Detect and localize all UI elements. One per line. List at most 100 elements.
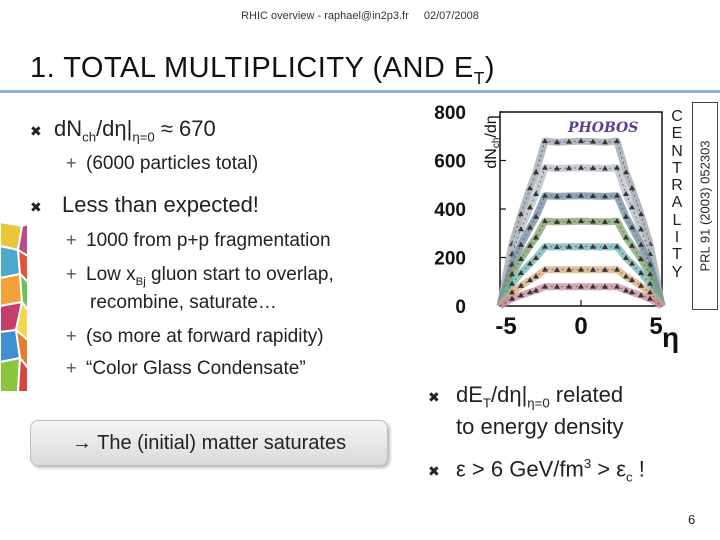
- series-point: [629, 277, 635, 283]
- series-point: [602, 139, 608, 145]
- series-point: [602, 218, 608, 224]
- series-point: [509, 271, 515, 277]
- bullet-forward-rapidity: + (so more at forward rapidity): [66, 326, 324, 347]
- y-tick-label: 400: [434, 200, 466, 221]
- series-line: [499, 269, 663, 307]
- series-point: [590, 138, 596, 144]
- series-point: [554, 139, 560, 145]
- series-point: [578, 283, 584, 289]
- x-tick-label: 5: [649, 313, 662, 340]
- series-point: [602, 283, 608, 289]
- series-point: [590, 283, 596, 289]
- series-point: [542, 164, 548, 170]
- series-point: [623, 234, 629, 240]
- series-point: [509, 289, 515, 295]
- series-point: [578, 218, 584, 224]
- series-point: [629, 185, 635, 191]
- bullet-multiplicity: ✖ dNch/dη|η=0 ≈ 670: [30, 116, 216, 145]
- series-point: [623, 169, 629, 175]
- series-point: [542, 218, 548, 224]
- series-point: [527, 277, 533, 283]
- series-point: [638, 282, 644, 288]
- phobos-logo: PHOBOS: [567, 120, 638, 136]
- x-bullet-icon: ✖: [428, 463, 440, 480]
- series-point: [638, 241, 644, 247]
- series-point: [533, 169, 539, 175]
- series-point: [533, 273, 539, 279]
- series-point: [602, 243, 608, 249]
- series-point: [518, 292, 524, 298]
- series-point: [518, 241, 524, 247]
- series-point: [554, 243, 560, 249]
- series-point: [527, 204, 533, 210]
- series-point: [542, 243, 548, 249]
- bullet-epsilon-critical: ✖ ε > 6 GeV/fm3 > εc !: [428, 456, 645, 485]
- bullet-less-than-expected: ✖ Less than expected!: [30, 192, 259, 217]
- series-point: [566, 138, 572, 144]
- bullet-energy-density: to energy density: [456, 414, 624, 439]
- series-point: [614, 192, 620, 198]
- series-point: [578, 266, 584, 272]
- series-point: [509, 295, 515, 301]
- slide-title: 1. TOTAL MULTIPLICITY (AND ET): [30, 52, 496, 88]
- title-divider: [0, 90, 720, 93]
- plot-tick-labels: 0 200 400 600 800 -5 0 5: [434, 103, 662, 340]
- series-point: [566, 193, 572, 199]
- plus-bullet-icon: +: [66, 153, 77, 173]
- x-tick-label: -5: [495, 313, 516, 340]
- series-point: [533, 287, 539, 293]
- series-point: [623, 287, 629, 293]
- reference-citation: PRL 91 (2003) 052303: [697, 140, 713, 272]
- series-point: [527, 185, 533, 191]
- series-point: [638, 292, 644, 298]
- series-point: [566, 266, 572, 272]
- series-point: [533, 254, 539, 260]
- series-point: [533, 234, 539, 240]
- series-point: [542, 283, 548, 289]
- series-point: [518, 282, 524, 288]
- series-point: [578, 192, 584, 198]
- series-point: [647, 289, 653, 295]
- series-point: [590, 193, 596, 199]
- series-point: [554, 266, 560, 272]
- x-bullet-icon: ✖: [30, 199, 42, 215]
- series-point: [554, 283, 560, 289]
- series-point: [566, 218, 572, 224]
- series-point: [542, 192, 548, 198]
- plus-bullet-icon: +: [66, 264, 77, 284]
- y-tick-label: 0: [455, 297, 466, 318]
- series-point: [647, 295, 653, 301]
- series-point: [623, 273, 629, 279]
- series-point: [590, 165, 596, 171]
- series-point: [578, 243, 584, 249]
- title-subscript: T: [473, 67, 485, 88]
- callout-matter-saturates: → The (initial) matter saturates: [30, 420, 388, 466]
- series-point: [602, 266, 608, 272]
- series-point: [578, 138, 584, 144]
- series-point: [527, 289, 533, 295]
- bullet-total-particles: + (6000 particles total): [66, 153, 259, 174]
- series-point: [509, 280, 515, 286]
- x-bullet-icon: ✖: [30, 123, 42, 139]
- series-point: [542, 138, 548, 144]
- series-point: [623, 254, 629, 260]
- series-point: [566, 283, 572, 289]
- series-point: [590, 218, 596, 224]
- plus-bullet-icon: +: [66, 326, 77, 346]
- plus-bullet-icon: +: [66, 358, 77, 378]
- series-point: [527, 224, 533, 230]
- multiplicity-chart: 0 200 400 600 800 -5 0 5 dNch/dη PHOBOS: [434, 103, 666, 340]
- series-point: [647, 271, 653, 277]
- series-point: [542, 266, 548, 272]
- series-point: [623, 213, 629, 219]
- x-bullet-icon: ✖: [428, 389, 440, 405]
- series-point: [527, 242, 533, 248]
- bullet-low-x-gluon: + Low xBj gluon start to overlap,: [66, 264, 334, 288]
- plot-series-group: [496, 137, 666, 310]
- series-point: [614, 138, 620, 144]
- series-point: [638, 256, 644, 262]
- series-point: [629, 242, 635, 248]
- series-point: [629, 204, 635, 210]
- y-tick-label: 200: [434, 249, 466, 270]
- series-point: [629, 289, 635, 295]
